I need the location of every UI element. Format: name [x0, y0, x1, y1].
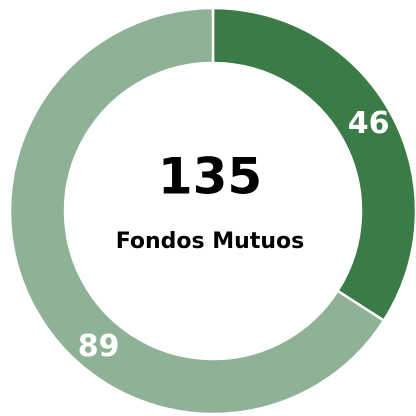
slice: [211, 6, 416, 323]
center-label: Fondos Mutuos: [116, 229, 304, 254]
center-value: 135: [158, 148, 262, 206]
slice: [8, 6, 386, 416]
slice-label: 89: [78, 329, 120, 364]
slice-label: 46: [348, 106, 390, 141]
slices: [8, 6, 416, 416]
